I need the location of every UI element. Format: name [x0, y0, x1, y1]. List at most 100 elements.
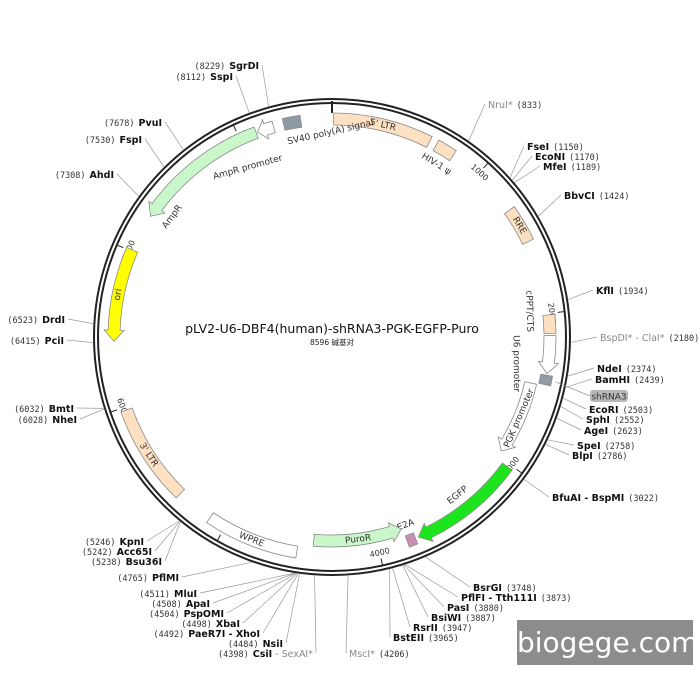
enzyme-site: EcoNI (1170): [512, 152, 600, 181]
enzyme-site: (5242) Acc65I: [82, 521, 181, 558]
enzyme-label: NruI* (833): [488, 100, 542, 111]
enzyme-site: (7678) PvuI: [104, 118, 184, 151]
enzyme-site: KflI (1934): [567, 286, 649, 300]
enzyme-position: (7530): [85, 136, 116, 146]
enzyme-name: PciI: [45, 336, 64, 347]
enzyme-position: (3748): [506, 584, 537, 594]
enzyme-leader-line: [514, 165, 541, 184]
enzyme-site: (4508) ApaI: [151, 572, 296, 610]
feature-rre: [503, 206, 534, 245]
enzyme-position: (3022): [628, 494, 659, 504]
enzyme-position: (1424): [599, 192, 630, 202]
enzyme-name: SpeI: [577, 441, 601, 452]
enzyme-name: ApaI: [186, 599, 210, 610]
enzyme-label: (4398) CsiI - SexAI*: [218, 649, 313, 660]
enzyme-position: (5246): [85, 538, 116, 548]
tick-mark: [557, 311, 565, 313]
enzyme-leader-line: [242, 573, 298, 624]
enzyme-name: CsiI: [253, 649, 272, 660]
enzyme-site: SphI (2552): [560, 406, 645, 426]
enzyme-label: BamHI (2439): [595, 375, 665, 386]
enzyme-label: (5242) Acc65I: [82, 547, 152, 558]
feature-cppt-cts: [542, 313, 557, 334]
enzyme-label: (5238) Bsu36I: [91, 557, 162, 568]
enzyme-position: (5238): [91, 558, 122, 568]
enzyme-name: EcoNI: [535, 152, 565, 163]
enzyme-label: NdeI (2374): [597, 364, 656, 375]
tick-mark: [380, 558, 384, 566]
enzyme-site: PasI (3880): [403, 564, 504, 614]
enzyme-label: (4492) PaeR7I - XhoI: [154, 629, 260, 640]
enzyme-name: XbaI: [216, 619, 240, 630]
enzyme-position: (3887): [465, 614, 496, 624]
enzyme-label: BsrGI (3748): [473, 583, 537, 594]
enzyme-site: RsrII (3947): [392, 568, 473, 634]
enzyme-label: BsiWI (3887): [431, 613, 496, 624]
enzyme-position: (1189): [571, 163, 602, 173]
tick-label: 4000: [369, 546, 391, 559]
enzyme-position: (8112): [175, 73, 206, 83]
enzyme-site: (7308) AhdI: [55, 170, 140, 197]
enzyme-name: FspI: [120, 135, 142, 146]
enzyme-name: FseI: [527, 142, 549, 153]
enzyme-site: MfeI (1189): [514, 162, 601, 184]
enzyme-name: NheI: [52, 415, 77, 426]
enzyme-site: BstEII (3965): [389, 568, 459, 644]
enzyme-name: NdeI: [597, 364, 622, 375]
enzyme-position: (4398): [218, 650, 249, 660]
enzyme-label: MfeI (1189): [543, 162, 601, 173]
tick-mark: [216, 534, 222, 542]
enzyme-position: (8229): [195, 62, 226, 72]
enzyme-leader-line: [285, 573, 300, 644]
enzyme-leader-line: [567, 367, 595, 377]
enzyme-site: (6523) DrdI: [7, 315, 94, 326]
enzyme-position: (2374): [626, 365, 657, 375]
enzyme-name: NsiI: [263, 639, 283, 650]
feature-u6-promoter: [537, 335, 560, 375]
enzyme-name: MluI: [174, 589, 197, 600]
enzyme-position: (4765): [117, 574, 148, 584]
enzyme-leader-line: [262, 573, 299, 634]
feature-label: PGK promoter: [502, 387, 536, 449]
enzyme-name: PaeR7I - XhoI: [188, 629, 260, 640]
enzyme-site: (4765) PflMI: [117, 561, 253, 584]
enzyme-position: (4508): [151, 600, 182, 610]
enzyme-label: (5246) KpnI: [85, 537, 144, 548]
enzyme-leader-line: [314, 575, 317, 654]
enzyme-label: BspDI* - ClaI* (2180): [600, 333, 699, 344]
enzyme-name: BfuAI - BspMI: [552, 493, 624, 504]
enzyme-name: BmtI: [49, 404, 74, 415]
enzyme-site: BsrGI (3748): [425, 556, 537, 594]
enzyme-label: (4504) PspOMI: [149, 609, 224, 620]
enzyme-label: (4508) ApaI: [151, 599, 210, 610]
enzyme-position: (6415): [10, 337, 41, 347]
enzyme-label: (6028) NheI: [18, 415, 77, 426]
enzyme-leader-line: [261, 64, 269, 107]
enzyme-leader-line: [556, 417, 582, 431]
enzyme-sites: NruI* (833) FseI (1150)EcoNI (1170)MfeI (1189…: [7, 61, 699, 660]
enzyme-site: (4398) CsiI - SexAI*: [218, 575, 317, 660]
feature-label: ori: [113, 288, 125, 301]
enzyme-name: AgeI: [584, 426, 608, 437]
enzyme-site: (4492) PaeR7I - XhoI: [154, 573, 299, 640]
enzyme-position: (2623): [612, 427, 643, 437]
enzyme-position: (3947): [442, 624, 473, 634]
enzyme-leader-line: [403, 564, 445, 608]
feature-ampr-promoter: [257, 118, 276, 140]
enzyme-position: (1934): [618, 287, 649, 297]
enzyme-label: (7678) PvuI: [104, 118, 162, 129]
enzyme-name: MscI*: [349, 649, 375, 660]
enzyme-name: KpnI: [120, 537, 144, 548]
enzyme-leader-line: [570, 336, 598, 343]
enzyme-site: BsiWI (3887): [402, 565, 496, 624]
feature-label-box: [590, 390, 628, 402]
enzyme-name: PflMI: [152, 573, 179, 584]
enzyme-label: (4484) NsiI: [228, 639, 283, 650]
enzyme-label: EcoRI (2503): [589, 405, 653, 416]
enzyme-label: (4498) XbaI: [181, 619, 240, 630]
enzyme-leader-line: [144, 138, 165, 168]
enzyme-position: (7308): [55, 171, 86, 181]
enzyme-leader-line: [181, 561, 253, 578]
enzyme-position: (1150): [553, 143, 584, 153]
